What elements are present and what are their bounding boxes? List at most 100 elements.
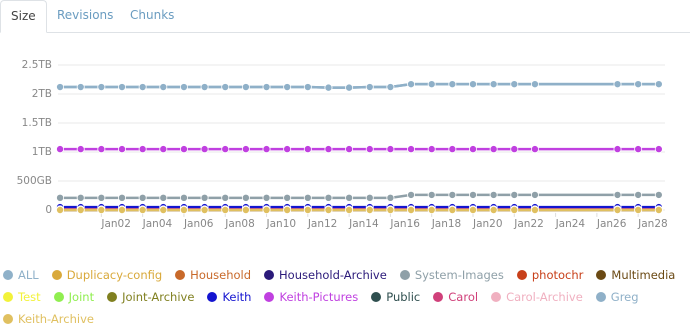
tab[interactable]: Revisions (57, 8, 114, 22)
legend-item[interactable]: Keith-Pictures (261, 286, 358, 308)
legend-item[interactable]: Carol (430, 286, 478, 308)
point (76, 145, 85, 154)
legend-item[interactable]: Public (368, 286, 420, 308)
point (530, 145, 539, 154)
legend-marker (175, 270, 186, 280)
point (654, 190, 663, 199)
legend-item[interactable]: Multimedia (593, 264, 675, 286)
x-tick-label: Jan12 (307, 218, 338, 230)
point (200, 205, 209, 214)
legend-label: ALL (18, 268, 39, 282)
y-tick-label: 500GB (17, 175, 52, 187)
point (56, 145, 65, 154)
point (262, 193, 271, 202)
x-tick-label: Jan20 (472, 218, 503, 230)
legend-item[interactable]: ALL (0, 264, 39, 286)
legend-marker (53, 292, 64, 302)
point (510, 80, 519, 89)
legend: ALL Duplicacy-config Household Household-Ar… (0, 264, 690, 330)
legend-item[interactable]: Joint (51, 286, 94, 308)
point (118, 145, 127, 154)
x-tick-label: Jan10 (266, 218, 297, 230)
point (365, 205, 374, 214)
point (407, 205, 416, 214)
point (489, 145, 498, 154)
point (303, 83, 312, 92)
point (97, 205, 106, 214)
point (179, 193, 188, 202)
point (324, 193, 333, 202)
point (489, 205, 498, 214)
legend-label: Joint-Archive (122, 290, 195, 304)
point (159, 83, 168, 92)
legend-item[interactable]: photochr (514, 264, 584, 286)
point (179, 83, 188, 92)
point (303, 205, 312, 214)
y-tick-label: 1.5TB (22, 117, 52, 129)
point (427, 145, 436, 154)
legend-label: Greg (610, 290, 639, 304)
x-tick-label: Jan16 (389, 218, 420, 230)
point (138, 205, 147, 214)
legend-label: Carol-Archive (506, 290, 583, 304)
legend-item[interactable]: Household-Archive (261, 264, 387, 286)
point (365, 145, 374, 154)
tab[interactable]: Size (0, 0, 47, 33)
point (138, 83, 147, 92)
point (138, 193, 147, 202)
point (345, 83, 354, 92)
legend-label: photochr (531, 268, 584, 282)
point (97, 145, 106, 154)
legend-marker (51, 270, 62, 280)
point (634, 80, 643, 89)
point (448, 190, 457, 199)
point (634, 145, 643, 154)
tab[interactable]: Chunks (130, 8, 175, 22)
point (76, 193, 85, 202)
legend-item[interactable]: System-Images (397, 264, 504, 286)
point (489, 80, 498, 89)
legend-item[interactable]: Household (172, 264, 251, 286)
point (76, 205, 85, 214)
point (118, 83, 127, 92)
y-tick-label: 2.5TB (22, 59, 52, 71)
point (448, 145, 457, 154)
x-tick-label: Jan02 (100, 218, 131, 230)
legend-item[interactable]: Keith (204, 286, 251, 308)
point (345, 193, 354, 202)
point (427, 205, 436, 214)
point (221, 145, 230, 154)
legend-label: Test (18, 290, 41, 304)
legend-marker (3, 292, 13, 302)
x-tick-label: Jan24 (555, 218, 586, 230)
point (468, 190, 477, 199)
point (634, 190, 643, 199)
point (283, 205, 292, 214)
legend-label: Carol (448, 290, 479, 304)
legend-item[interactable]: Joint-Archive (104, 286, 194, 308)
point (386, 193, 395, 202)
point (468, 80, 477, 89)
point (365, 83, 374, 92)
tab-bar: Size Revisions Chunks (0, 0, 690, 33)
legend-marker (433, 292, 444, 302)
legend-item[interactable]: Test (0, 286, 41, 308)
point (530, 190, 539, 199)
legend-item[interactable]: Greg (593, 286, 639, 308)
point (56, 83, 65, 92)
point (427, 80, 436, 89)
legend-item[interactable]: Keith-Archive (0, 308, 94, 330)
point (241, 83, 250, 92)
legend-label: System-Images (414, 268, 504, 282)
point (56, 193, 65, 202)
legend-marker (264, 292, 275, 302)
point (221, 83, 230, 92)
legend-item[interactable]: Carol-Archive (488, 286, 583, 308)
point (345, 205, 354, 214)
legend-item[interactable]: Duplicacy-config (49, 264, 162, 286)
point (386, 145, 395, 154)
point (179, 205, 188, 214)
x-tick-label: Jan04 (142, 218, 173, 230)
y-tick-label: 1TB (32, 146, 52, 158)
point (448, 80, 457, 89)
